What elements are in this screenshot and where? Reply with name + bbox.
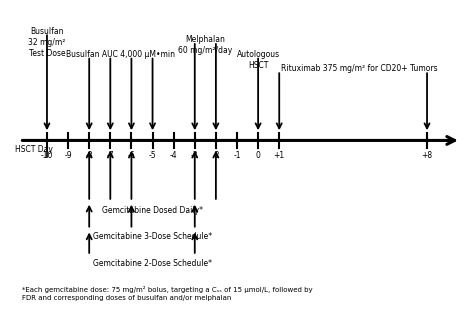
Text: -1: -1 <box>233 151 241 160</box>
Text: HSCT Day: HSCT Day <box>15 145 53 154</box>
Text: Gemcitabine 3-Dose Schedule*: Gemcitabine 3-Dose Schedule* <box>93 233 212 241</box>
Text: *Each gemcitabine dose: 75 mg/m² bolus, targeting a Cₛₛ of 15 μmol/L, followed b: *Each gemcitabine dose: 75 mg/m² bolus, … <box>22 286 312 301</box>
Text: Busulfan AUC 4,000 μM•min: Busulfan AUC 4,000 μM•min <box>66 50 175 59</box>
Text: -9: -9 <box>64 151 72 160</box>
Text: -5: -5 <box>149 151 156 160</box>
Text: -8: -8 <box>85 151 93 160</box>
Text: Gemcitabine Dosed Daily*: Gemcitabine Dosed Daily* <box>102 206 203 215</box>
Text: -10: -10 <box>41 151 53 160</box>
Text: Busulfan
32 mg/m²
Test Dose: Busulfan 32 mg/m² Test Dose <box>28 27 66 58</box>
Text: -4: -4 <box>170 151 177 160</box>
Text: Rituximab 375 mg/m² for CD20+ Tumors: Rituximab 375 mg/m² for CD20+ Tumors <box>281 64 438 74</box>
Text: Autologous
HSCT: Autologous HSCT <box>237 50 280 70</box>
Text: +1: +1 <box>273 151 285 160</box>
Text: -6: -6 <box>128 151 135 160</box>
Text: -2: -2 <box>212 151 219 160</box>
Text: Gemcitabine 2-Dose Schedule*: Gemcitabine 2-Dose Schedule* <box>93 259 212 268</box>
Text: +8: +8 <box>421 151 433 160</box>
Text: 0: 0 <box>255 151 261 160</box>
Text: Melphalan
60 mg/m²/day: Melphalan 60 mg/m²/day <box>178 35 232 55</box>
Text: -7: -7 <box>107 151 114 160</box>
Text: -3: -3 <box>191 151 199 160</box>
